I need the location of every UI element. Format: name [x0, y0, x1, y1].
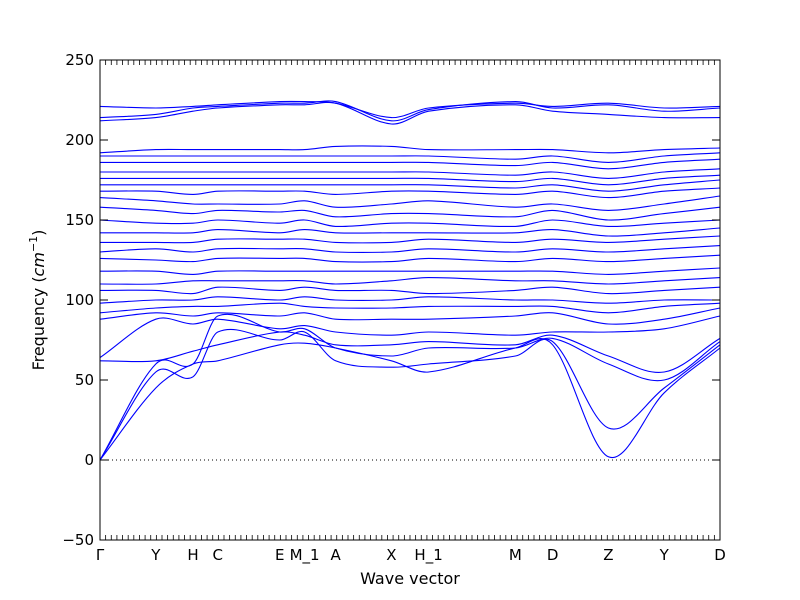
band-line — [99, 267, 721, 275]
band-line — [99, 100, 721, 119]
plot-frame — [99, 59, 721, 541]
x-tick-label: Y — [659, 546, 670, 564]
y-axis-title-main: Frequency ( — [29, 276, 48, 370]
y-tick-label: 100 — [65, 291, 94, 309]
y-tick-label: 200 — [65, 131, 94, 149]
band-line — [100, 174, 721, 186]
x-tick-label: H — [187, 546, 198, 564]
x-tick-label: D — [714, 546, 726, 564]
band-line — [99, 313, 721, 461]
x-tick-label: M_1 — [290, 546, 320, 565]
y-axis-title-close: ) — [29, 230, 48, 236]
band-line — [99, 152, 721, 163]
band-line — [99, 338, 721, 461]
band-line — [100, 227, 721, 237]
y-ticks: −50 0 50 100 150 200 250 — [62, 51, 720, 549]
x-tick-label: Y — [150, 546, 161, 564]
band-line — [99, 235, 721, 244]
y-tick-label: 150 — [65, 211, 94, 229]
band-line — [99, 277, 721, 285]
band-line — [99, 302, 721, 314]
y-axis-title-unit-base: cm — [29, 252, 48, 276]
y-axis-title-unit-exp: −1 — [27, 236, 40, 252]
band-line — [99, 219, 721, 228]
y-tick-label: 250 — [65, 51, 94, 69]
x-tick-label: E — [275, 546, 284, 564]
x-axis-title: Wave vector — [360, 569, 460, 588]
x-tick-label: H_1 — [414, 546, 442, 565]
band-line — [99, 328, 721, 461]
band-line — [99, 187, 721, 199]
band-line — [99, 206, 721, 221]
band-line — [99, 158, 721, 170]
band-line — [99, 296, 721, 304]
x-tick-label: A — [330, 546, 341, 564]
band-line — [99, 254, 721, 263]
band-line — [99, 286, 721, 295]
x-labels: Γ Y H C E M_1 A X H_1 M D Z Y D — [96, 546, 726, 565]
x-tick-label: Γ — [96, 546, 105, 564]
x-tick-label: M — [509, 546, 522, 564]
band-line — [99, 100, 721, 122]
band-line — [99, 307, 721, 325]
x-tick-label: X — [386, 546, 396, 564]
band-line — [99, 195, 721, 211]
band-line — [99, 331, 721, 373]
y-tick-label: −50 — [62, 531, 94, 549]
y-axis-title: Frequency (cm−1) — [27, 230, 48, 371]
band-line — [100, 179, 721, 192]
band-line — [99, 168, 721, 179]
y-tick-label: 0 — [84, 451, 94, 469]
x-tick-label: C — [213, 546, 223, 564]
y-tick-label: 50 — [75, 371, 94, 389]
x-tick-label: D — [547, 546, 559, 564]
bands-layer — [99, 100, 721, 461]
band-line — [99, 245, 721, 254]
band-line — [99, 315, 721, 359]
x-tick-label: Z — [603, 546, 613, 564]
band-line — [99, 101, 721, 125]
band-line — [99, 145, 721, 154]
